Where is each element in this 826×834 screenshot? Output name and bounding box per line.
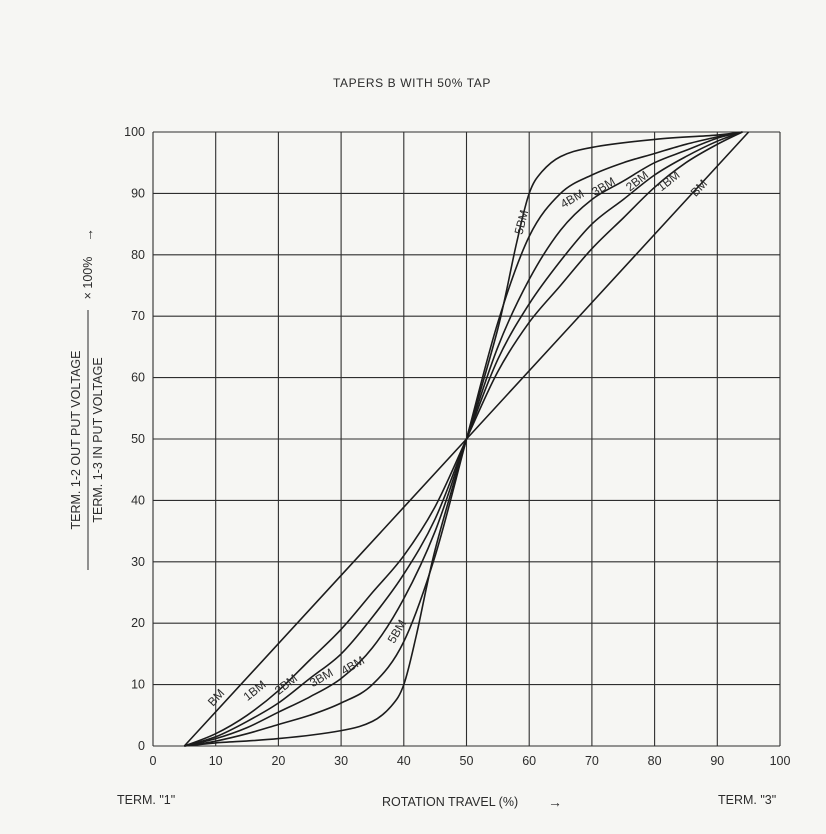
term-right-label: TERM. "3" [718,793,776,807]
y-axis-label: TERM. 1-2 OUT PUT VOLTAGE TERM. 1-3 IN P… [69,228,105,570]
x-tick-label-60: 60 [522,754,536,768]
y-tick-label-70: 70 [131,309,145,323]
x-tick-label-50: 50 [460,754,474,768]
x-axis-label: ROTATION TRAVEL (%) [382,795,518,809]
y-label-arrow: → [80,228,96,242]
x-tick-labels: 0 10 20 30 40 50 60 70 80 90 100 [150,754,791,768]
series-label-2bm-upper: 2BM [623,168,651,194]
y-tick-label-10: 10 [131,678,145,692]
term-left-label: TERM. "1" [117,793,175,807]
x-axis-arrow: → [548,794,562,810]
x-tick-label-100: 100 [770,754,791,768]
series-label-3bm-lower: 3BM [307,665,335,690]
series-label-1bm-lower: 1BM [241,677,269,703]
y-tick-label-0: 0 [138,739,145,753]
x-tick-label-10: 10 [209,754,223,768]
series-label-bm-lower: BM [205,686,227,709]
x-tick-label-70: 70 [585,754,599,768]
series-label-4bm-lower: 4BM [339,653,367,678]
y-tick-label-90: 90 [131,186,145,200]
x-tick-label-0: 0 [150,754,157,768]
x-tick-label-90: 90 [710,754,724,768]
series-label-bm-upper: BM [688,177,710,200]
x-tick-label-80: 80 [648,754,662,768]
series-label-3bm-upper: 3BM [589,174,617,199]
y-tick-labels: 0 10 20 30 40 50 60 70 80 90 100 [124,125,145,753]
x-tick-label-40: 40 [397,754,411,768]
series-label-5bm-upper: 5BM [512,208,532,235]
y-tick-label-60: 60 [131,371,145,385]
y-tick-label-50: 50 [131,432,145,446]
y-tick-label-100: 100 [124,125,145,139]
y-tick-label-80: 80 [131,248,145,262]
x-tick-label-30: 30 [334,754,348,768]
y-label-numerator: TERM. 1-2 OUT PUT VOLTAGE [69,351,83,530]
chart-title: TAPERS B WITH 50% TAP [333,76,491,90]
grid [152,131,781,747]
y-label-factor: × 100% [81,257,95,300]
curves [183,131,750,747]
y-tick-label-40: 40 [131,493,145,507]
y-tick-label-30: 30 [131,555,145,569]
y-label-denominator: TERM. 1-3 IN PUT VOLTAGE [91,357,105,522]
series-label-5bm-lower: 5BM [385,617,410,645]
x-tick-label-20: 20 [271,754,285,768]
y-tick-label-20: 20 [131,616,145,630]
series-line-5bm [184,131,743,747]
